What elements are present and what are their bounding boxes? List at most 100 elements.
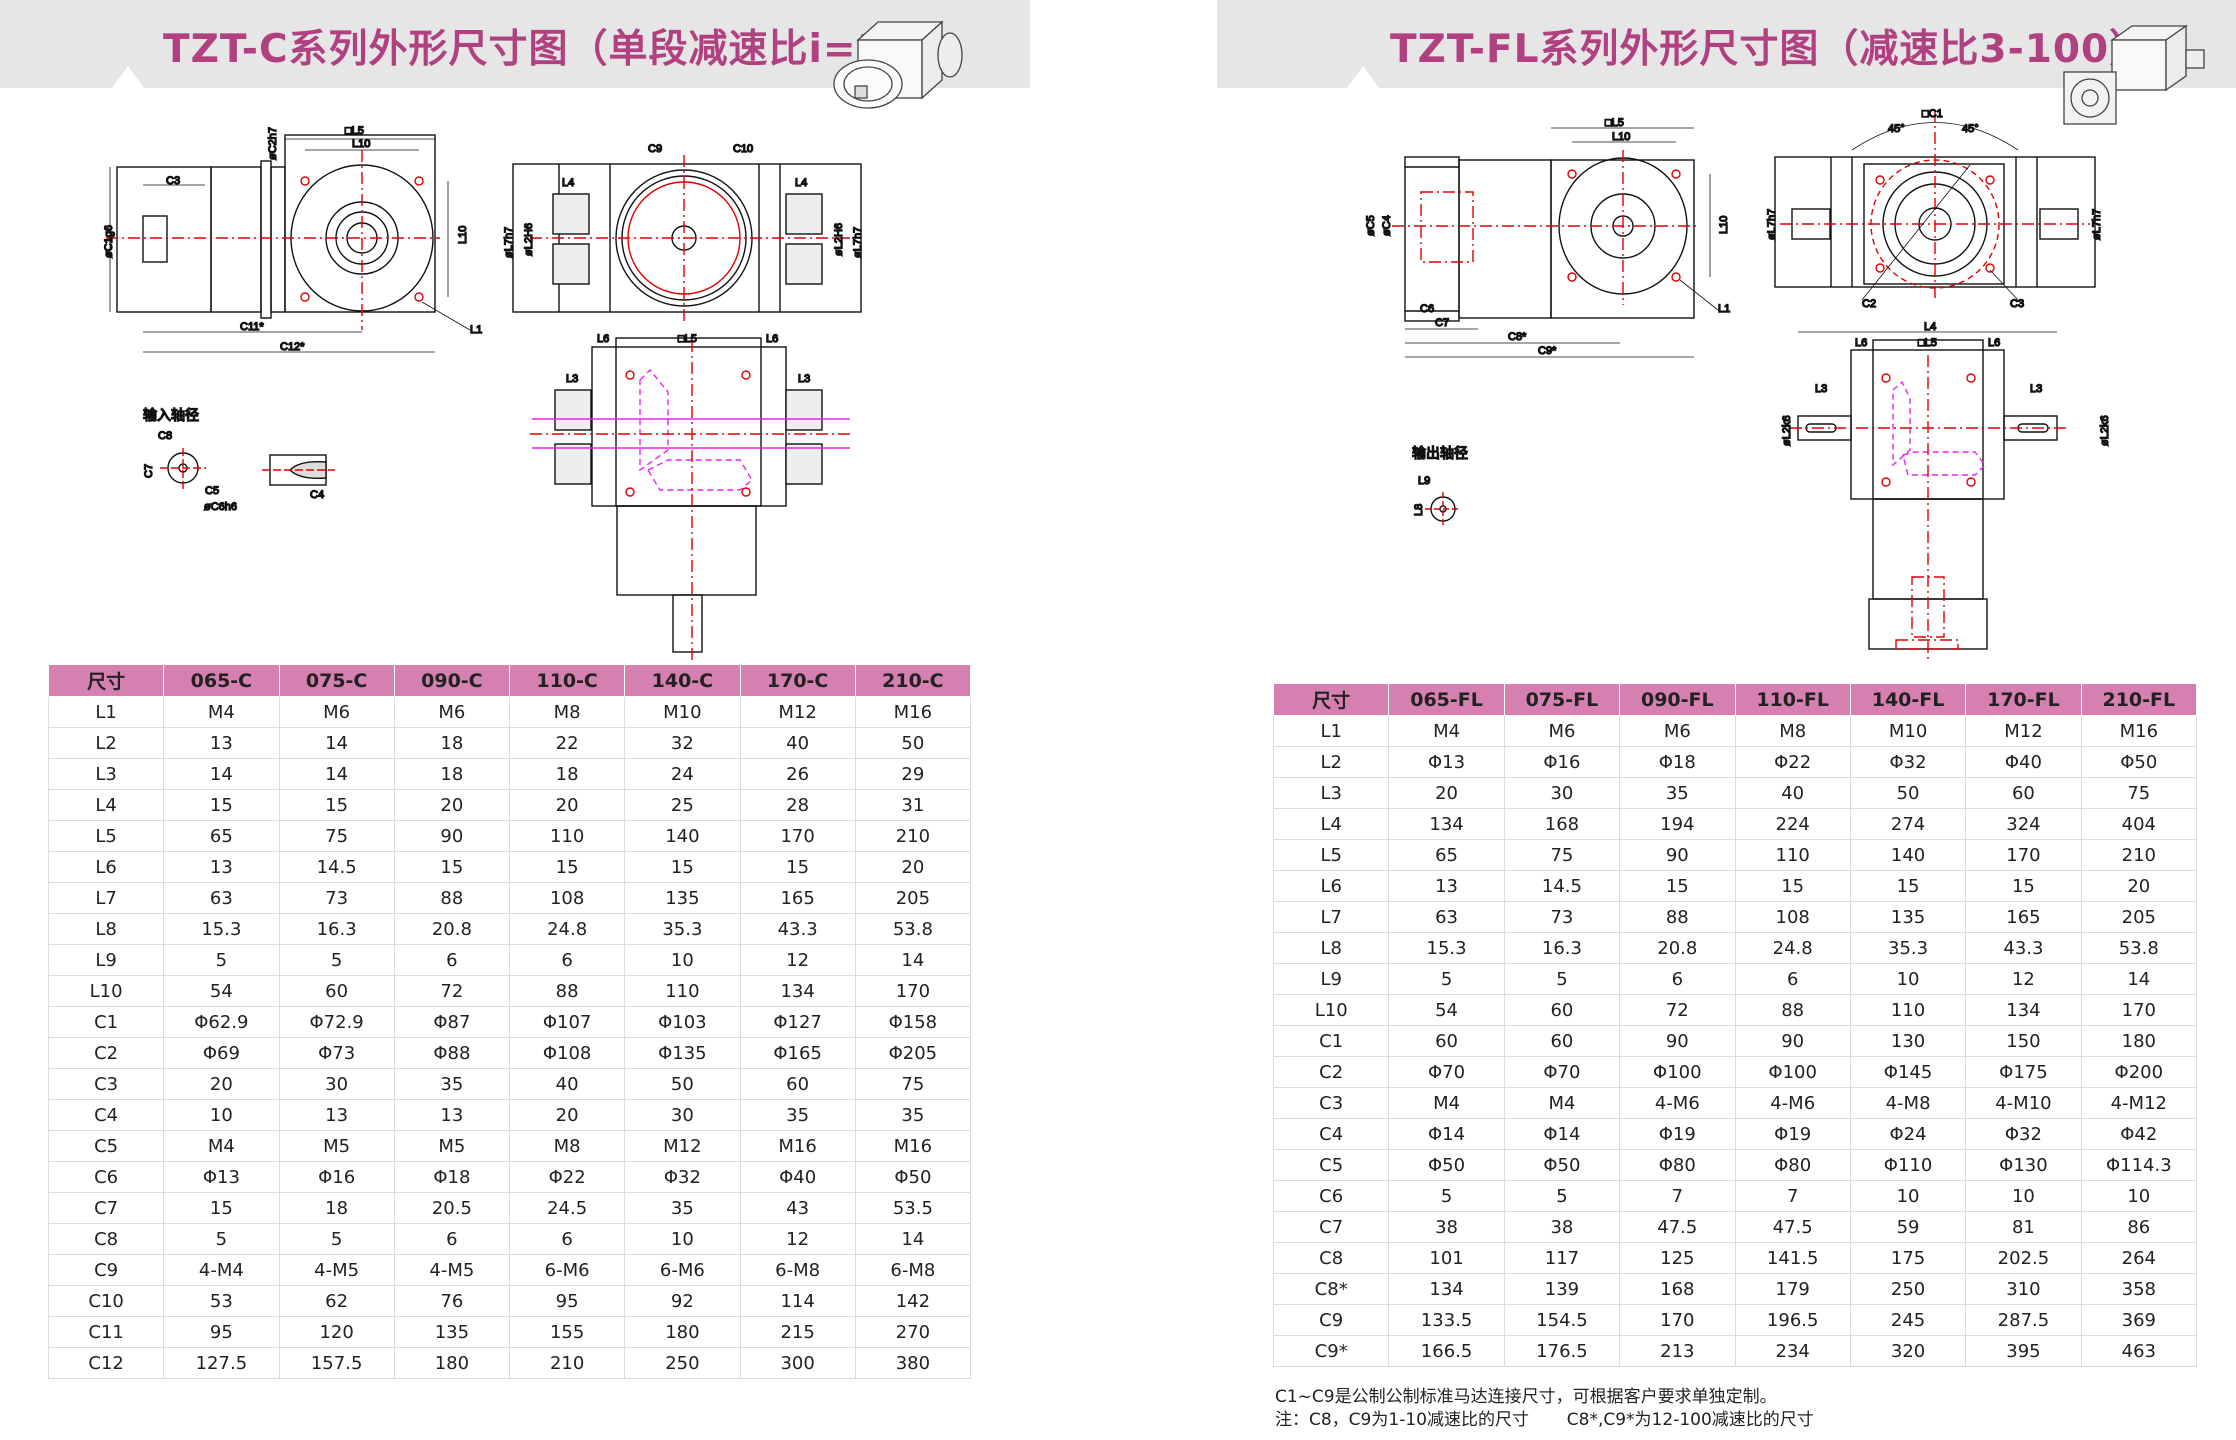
dimension-value-cell: Φ14 — [1503, 1118, 1621, 1150]
dimension-value-cell: 5 — [278, 944, 395, 976]
dimension-value-cell: 170 — [739, 820, 856, 852]
dimension-value-cell: Φ80 — [1619, 1149, 1736, 1181]
dimension-value-cell: 75 — [854, 1068, 972, 1100]
dimension-value-cell: 6 — [1619, 963, 1736, 995]
dimension-value-cell: 108 — [508, 882, 626, 914]
dimension-value-cell: 31 — [854, 789, 972, 821]
dimension-value-cell: Φ19 — [1619, 1118, 1736, 1150]
dimension-value-cell: 369 — [2080, 1304, 2198, 1336]
dimension-value-cell: 20.5 — [393, 1192, 511, 1224]
label-l6-left: L6 — [1855, 337, 1867, 349]
dimension-value-cell: 95 — [163, 1316, 280, 1348]
dimension-value-cell: Φ50 — [1388, 1149, 1505, 1181]
dimension-value-cell: 43.3 — [1965, 932, 2082, 964]
dimension-value-cell: 395 — [1965, 1335, 2082, 1367]
dimension-value-cell: Φ205 — [854, 1037, 972, 1069]
right-page-title: TZT-FL系列外形尺寸图（减速比3-100） — [1390, 27, 2150, 72]
dimension-value-cell: 50 — [854, 727, 972, 759]
dimension-value-cell: Φ18 — [1619, 746, 1736, 778]
dimension-value-cell: Φ40 — [739, 1161, 856, 1193]
dimension-value-cell: 5 — [1503, 963, 1621, 995]
dimension-name-cell: L4 — [1272, 808, 1390, 840]
dimension-value-cell: Φ32 — [1849, 746, 1967, 778]
dimension-name-cell: C5 — [1272, 1149, 1390, 1181]
dimension-name-cell: C7 — [47, 1192, 165, 1224]
dimension-name-cell: C9 — [47, 1254, 165, 1286]
dimension-value-cell: 4-M10 — [1965, 1087, 2082, 1119]
table-row: L3 20 30 35 40 50 60 75 — [1272, 777, 2198, 809]
dimension-value-cell: 14 — [278, 727, 395, 759]
dimension-name-cell: C2 — [1272, 1056, 1390, 1088]
dimension-value-cell: 72 — [1619, 994, 1736, 1026]
dimension-value-cell: M12 — [624, 1130, 741, 1162]
dimension-value-cell: Φ13 — [1388, 746, 1505, 778]
dimension-value-cell: 142 — [854, 1285, 972, 1317]
column-header: 110-FL — [1734, 683, 1851, 716]
dimension-value-cell: 4-M12 — [2080, 1087, 2198, 1119]
dimension-value-cell: 196.5 — [1734, 1304, 1851, 1336]
dimension-value-cell: 170 — [2080, 994, 2198, 1026]
dimension-name-cell: L3 — [1272, 777, 1390, 809]
table-header-row: 尺寸 065-FL 075-FL 090-FL 110-FL 140-FL 170-FL 21… — [1272, 683, 2198, 716]
table-header-row: 尺寸 065-C 075-C 090-C 110-C 140-C 170-C 210-C — [47, 664, 972, 697]
dimension-value-cell: 20 — [1388, 777, 1505, 809]
dimension-name-cell: C6 — [47, 1161, 165, 1193]
column-header: 110-C — [508, 664, 626, 697]
table-row: L5 65 75 90 110 140 170 210 — [47, 820, 972, 852]
dimension-name-cell: L10 — [47, 975, 165, 1007]
dimension-value-cell: M10 — [1849, 715, 1967, 747]
dimension-value-cell: 134 — [1965, 994, 2082, 1026]
table-row: C8 101 117 125 141.5 175 202.5 264 — [1272, 1242, 2198, 1274]
dimension-value-cell: 60 — [1388, 1025, 1505, 1057]
label-l5-bottom: □L5 — [1918, 337, 1937, 349]
dimension-value-cell: Φ108 — [508, 1037, 626, 1069]
table-row: L2 Φ13 Φ16 Φ18 Φ22 Φ32 Φ40 Φ50 — [1272, 746, 2198, 778]
dimension-value-cell: Φ16 — [278, 1161, 395, 1193]
dimension-name-cell: C4 — [1272, 1118, 1390, 1150]
dimension-value-cell: 75 — [1503, 839, 1621, 871]
dimension-value-cell: 12 — [739, 1223, 856, 1255]
dimension-value-cell: M12 — [739, 696, 856, 728]
column-header: 170-C — [739, 664, 856, 697]
dimension-name-cell: L8 — [47, 913, 165, 945]
label-l1: L1 — [470, 324, 482, 336]
dimension-value-cell: 32 — [624, 727, 741, 759]
dimension-value-cell: 60 — [1503, 994, 1621, 1026]
dimension-value-cell: 14 — [854, 1223, 972, 1255]
dimension-value-cell: 10 — [624, 944, 741, 976]
dimension-value-cell: 14.5 — [278, 851, 395, 883]
dimension-value-cell: 90 — [1619, 1025, 1736, 1057]
dimension-value-cell: 168 — [1503, 808, 1621, 840]
dimension-value-cell: 13 — [278, 1099, 395, 1131]
dimension-value-cell: 7 — [1619, 1180, 1736, 1212]
c-side-view: □L5 L10 L10 øC2h7 øC1g6 C3 C11* C12* L1 — [102, 124, 483, 353]
dimension-value-cell: 50 — [1849, 777, 1967, 809]
dimension-value-cell: Φ80 — [1734, 1149, 1851, 1181]
label-c7: C7 — [1435, 317, 1449, 329]
dimension-value-cell: 7 — [1734, 1180, 1851, 1212]
dimension-value-cell: 6 — [508, 1223, 626, 1255]
dimension-value-cell: 170 — [1619, 1304, 1736, 1336]
dimension-value-cell: 54 — [1388, 994, 1505, 1026]
dimension-value-cell: 127.5 — [163, 1347, 280, 1379]
column-header: 090-C — [393, 664, 511, 697]
dimension-value-cell: 274 — [1849, 808, 1967, 840]
input-shaft-caption: 输入轴径 — [143, 408, 199, 424]
dimension-value-cell: Φ24 — [1849, 1118, 1967, 1150]
dimension-value-cell: Φ50 — [1503, 1149, 1621, 1181]
label-l6-left: L6 — [597, 333, 609, 345]
dimension-value-cell: 18 — [278, 1192, 395, 1224]
dimension-value-cell: M6 — [1619, 715, 1736, 747]
dimension-value-cell: 134 — [1388, 1273, 1505, 1305]
dimension-value-cell: 165 — [739, 882, 856, 914]
table-row: C8* 134 139 168 179 250 310 358 — [1272, 1273, 2198, 1305]
label-l7-left: øL7h7 — [503, 227, 515, 258]
dimension-value-cell: 62 — [278, 1285, 395, 1317]
dimension-value-cell: 81 — [1965, 1211, 2082, 1243]
dimension-value-cell: 6 — [508, 944, 626, 976]
label-l4-right: L4 — [795, 177, 807, 189]
dimension-value-cell: 15 — [1849, 870, 1967, 902]
table-row: C1 Φ62.9 Φ72.9 Φ87 Φ107 Φ103 Φ127 Φ158 — [47, 1006, 972, 1038]
dimension-value-cell: 92 — [624, 1285, 741, 1317]
dimension-value-cell: 43.3 — [739, 913, 856, 945]
